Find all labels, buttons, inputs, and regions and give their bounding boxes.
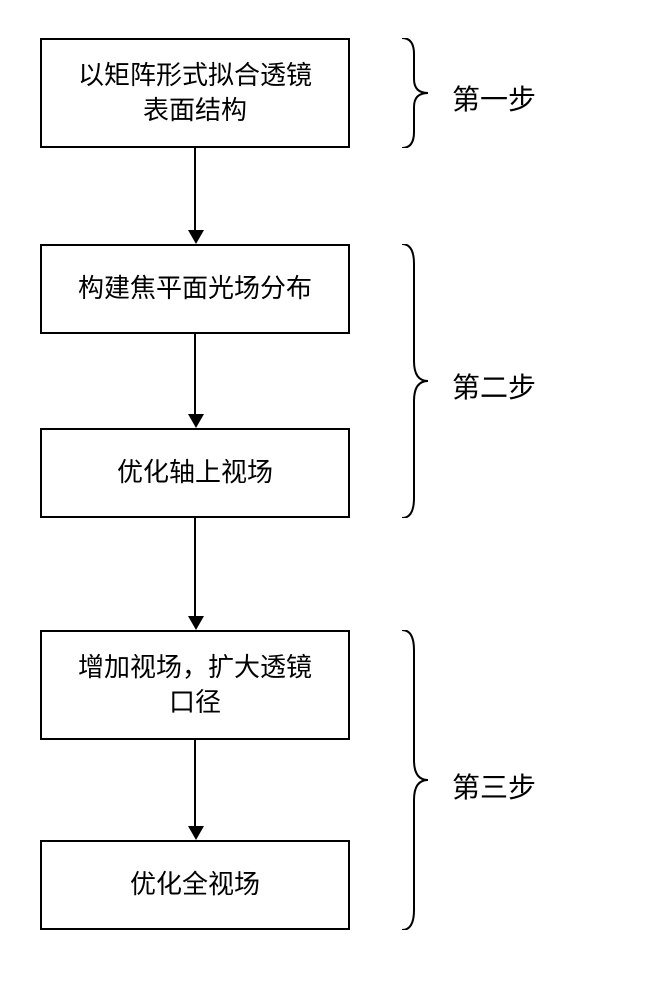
flow-box-2-text: 构建焦平面光场分布 [78, 271, 312, 306]
flow-box-4-text: 增加视场，扩大透镜口径 [78, 650, 312, 720]
arrow-4-line [194, 740, 196, 826]
arrow-1-line [194, 148, 196, 230]
brace-2 [400, 244, 430, 518]
arrow-3-line [194, 518, 196, 616]
step-1-label: 第一步 [452, 78, 536, 118]
flow-box-5: 优化全视场 [40, 840, 350, 930]
flow-box-4: 增加视场，扩大透镜口径 [40, 630, 350, 740]
arrow-3-head [188, 616, 204, 630]
arrow-2-line [194, 334, 196, 414]
flow-box-3: 优化轴上视场 [40, 428, 350, 518]
flow-box-3-text: 优化轴上视场 [117, 455, 273, 490]
flow-box-5-text: 优化全视场 [130, 867, 260, 902]
flow-box-1: 以矩阵形式拟合透镜表面结构 [40, 38, 350, 148]
arrow-4-head [188, 826, 204, 840]
brace-3 [400, 630, 430, 930]
arrow-1-head [188, 230, 204, 244]
brace-1 [400, 38, 430, 148]
arrow-2-head [188, 414, 204, 428]
flow-box-1-text: 以矩阵形式拟合透镜表面结构 [78, 58, 312, 128]
flow-box-2: 构建焦平面光场分布 [40, 244, 350, 334]
step-3-label: 第三步 [452, 766, 536, 806]
step-2-label: 第二步 [452, 366, 536, 406]
